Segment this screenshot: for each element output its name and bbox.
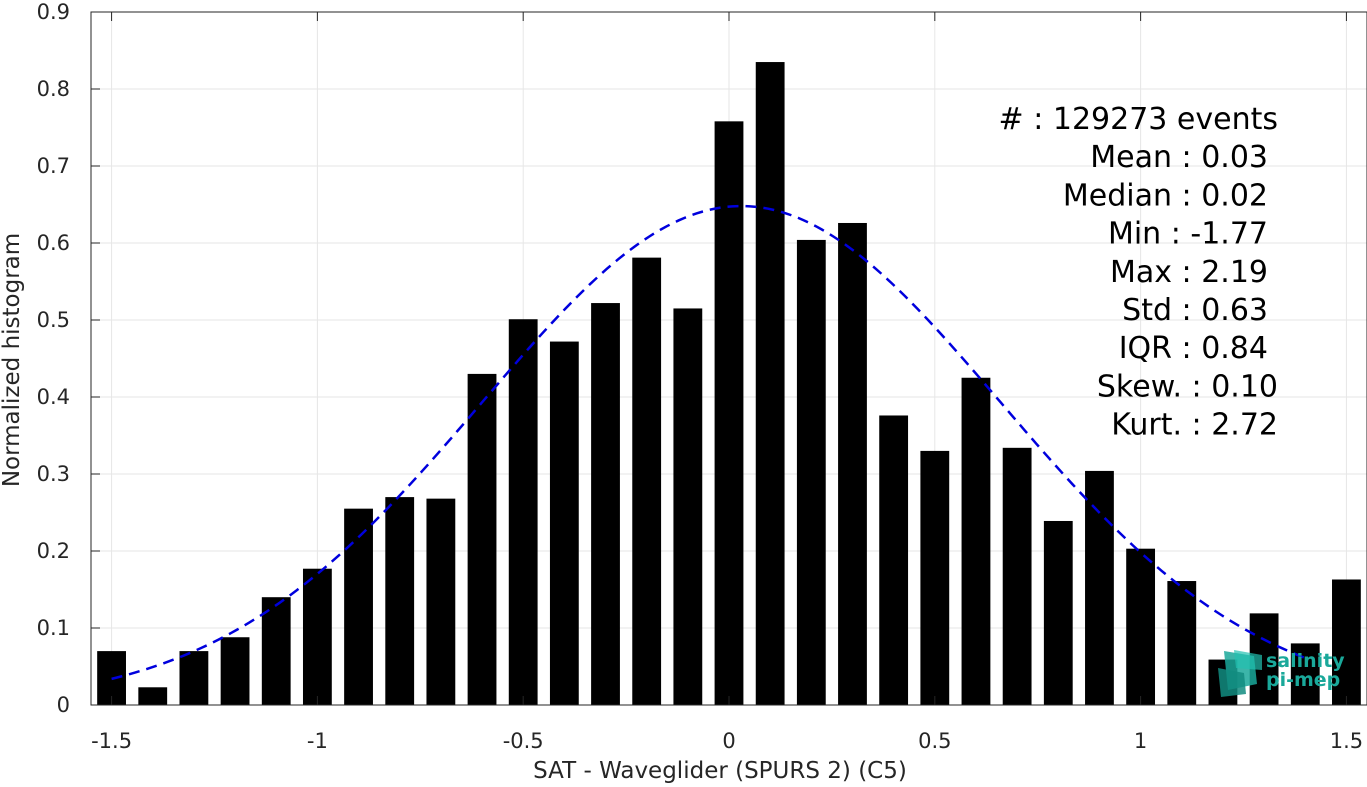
histogram-bar (838, 222, 867, 706)
y-tick-label: 0.3 (37, 462, 70, 486)
histogram-bar (549, 341, 579, 705)
y-tick-label: 0 (57, 693, 70, 717)
histogram-bar (673, 308, 703, 705)
gaussian-fit-curve (111, 204, 1306, 681)
y-tick-label: 0.5 (37, 308, 70, 332)
logo-cube-icon (1218, 650, 1262, 697)
stat-line: Kurt. : 2.72 (1111, 408, 1278, 443)
y-tick-label: 0.1 (37, 616, 70, 640)
x-tick-labels: -1.5 -1 -0.5 0 0.5 1 1.5 (91, 729, 1363, 753)
x-tick-label: 0 (722, 729, 735, 753)
y-axis-label: Normalized histogram (0, 233, 25, 487)
axis-ticks (91, 11, 1347, 706)
y-tick-label: 0.9 (37, 0, 70, 24)
histogram-bars (97, 62, 1361, 706)
stat-line: # : 129273 events (999, 102, 1278, 137)
x-axis-label: SAT - Waveglider (SPURS 2) (C5) (533, 758, 907, 784)
histogram-bar (879, 415, 909, 705)
histogram-bar (714, 121, 744, 706)
y-tick-label: 0.2 (37, 539, 70, 563)
x-tick-label: 1.5 (1330, 729, 1363, 753)
stat-line: Skew. : 0.10 (1097, 369, 1278, 404)
histogram-bar (920, 450, 950, 705)
logo-line-2: pi-mep (1266, 669, 1340, 691)
histogram-bar (1085, 470, 1114, 705)
histogram-bar (138, 687, 168, 705)
x-tick-label: 1 (1134, 729, 1147, 753)
histogram-bar (755, 62, 785, 706)
y-tick-label: 0.6 (37, 231, 70, 255)
histogram-bar (632, 257, 662, 705)
stat-line: IQR : 0.84 (1119, 331, 1268, 366)
x-tick-label: -0.5 (503, 729, 544, 753)
stat-line: Std : 0.63 (1122, 293, 1268, 328)
histogram-bar (961, 377, 991, 705)
histogram-bar (179, 651, 209, 705)
x-tick-label: -1 (307, 729, 328, 753)
histogram-bar (426, 498, 456, 705)
histogram-bar (1332, 579, 1361, 705)
salinity-pimep-logo: salinity pi-mep (1218, 650, 1345, 697)
histogram-bar (796, 239, 826, 706)
histogram-bar (1167, 581, 1197, 705)
y-tick-labels: 0 0.1 0.2 0.3 0.4 0.5 0.6 0.7 0.8 0.9 (37, 0, 70, 717)
stat-line: Mean : 0.03 (1090, 140, 1268, 175)
stat-line: Max : 2.19 (1110, 255, 1268, 290)
x-tick-label: -1.5 (91, 729, 132, 753)
stat-line: Min : -1.77 (1108, 217, 1268, 252)
histogram-bar (220, 637, 250, 705)
x-tick-label: 0.5 (918, 729, 951, 753)
histogram-bar (591, 303, 620, 705)
stat-line: Median : 0.02 (1063, 178, 1268, 213)
logo-line-1: salinity (1266, 650, 1345, 672)
y-tick-label: 0.8 (37, 77, 70, 101)
histogram-bar (508, 319, 538, 705)
histogram-bar (385, 497, 415, 705)
y-tick-label: 0.4 (37, 385, 70, 409)
histogram-bar (344, 508, 373, 705)
histogram-bar (1043, 520, 1073, 705)
histogram-bar (261, 597, 291, 705)
histogram-bar (302, 568, 332, 705)
histogram-bar (467, 373, 497, 705)
y-tick-label: 0.7 (37, 154, 70, 178)
histogram-bar (1002, 447, 1032, 705)
histogram-bar (1126, 548, 1156, 705)
